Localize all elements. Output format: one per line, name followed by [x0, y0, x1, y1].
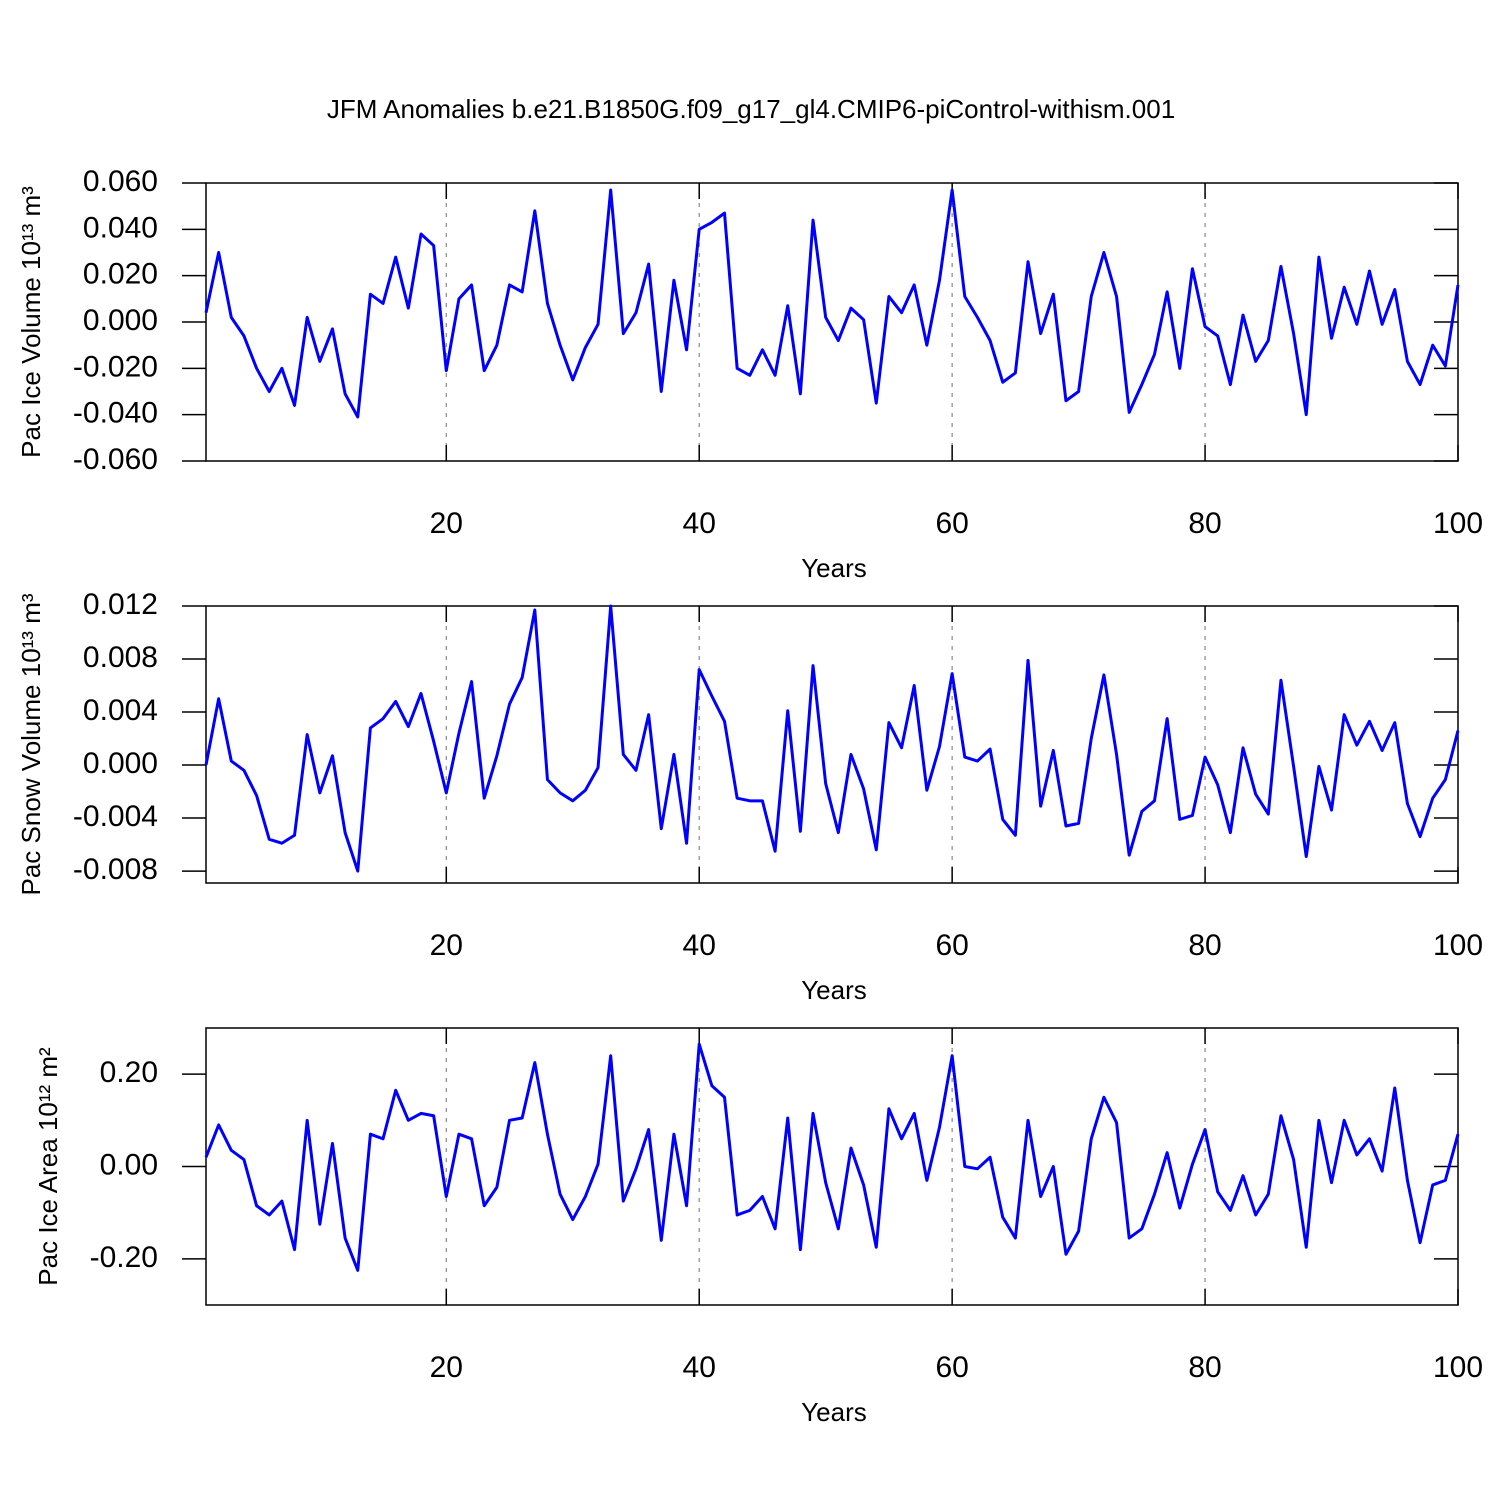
x-tick-label: 40 — [683, 507, 716, 540]
x-tick-label: 60 — [935, 507, 968, 540]
x-tick-label: 20 — [430, 929, 463, 962]
y-tick-label: -0.004 — [73, 800, 158, 833]
x-tick-label: 80 — [1188, 1351, 1221, 1384]
x-axis-label: Years — [801, 1397, 867, 1427]
x-tick-label: 80 — [1188, 507, 1221, 540]
x-axis-label: Years — [801, 975, 867, 1005]
data-line — [204, 1042, 1460, 1272]
y-tick-label: 0.012 — [83, 588, 158, 621]
y-tick-label: -0.20 — [90, 1241, 158, 1274]
x-tick-label: 20 — [430, 1351, 463, 1384]
y-tick-label: -0.008 — [73, 853, 158, 886]
y-tick-label: 0.008 — [83, 641, 158, 674]
x-tick-label: 60 — [935, 1351, 968, 1384]
x-tick-label: 20 — [430, 507, 463, 540]
y-axis-label: Pac Ice Area 10¹² m² — [33, 1047, 63, 1286]
y-tick-label: 0.020 — [83, 258, 158, 291]
x-tick-label: 60 — [935, 929, 968, 962]
plot-frame — [205, 605, 1459, 884]
y-tick-label: 0.000 — [83, 304, 158, 337]
x-tick-label: 80 — [1188, 929, 1221, 962]
x-tick-label: 100 — [1433, 507, 1483, 540]
x-tick-label: 100 — [1433, 929, 1483, 962]
y-tick-label: -0.020 — [73, 350, 158, 383]
y-axis-label: Pac Snow Volume 10¹³ m³ — [16, 593, 46, 895]
plot-frame — [205, 182, 1459, 462]
y-tick-label: -0.040 — [73, 397, 158, 430]
x-tick-label: 40 — [683, 929, 716, 962]
y-axis-label: Pac Ice Volume 10¹³ m³ — [16, 186, 46, 458]
figure-title: JFM Anomalies b.e21.B1850G.f09_g17_gl4.C… — [327, 94, 1175, 124]
y-tick-label: 0.00 — [100, 1148, 158, 1181]
y-tick-label: -0.060 — [73, 443, 158, 476]
data-line — [204, 604, 1460, 873]
y-tick-label: 0.20 — [100, 1056, 158, 1089]
x-axis-label: Years — [801, 553, 867, 583]
x-tick-label: 100 — [1433, 1351, 1483, 1384]
y-tick-label: 0.060 — [83, 165, 158, 198]
x-tick-label: 40 — [683, 1351, 716, 1384]
y-tick-label: 0.000 — [83, 747, 158, 780]
plot-frame — [205, 1027, 1459, 1306]
y-tick-label: 0.004 — [83, 694, 158, 727]
data-line — [204, 188, 1460, 419]
y-tick-label: 0.040 — [83, 211, 158, 244]
